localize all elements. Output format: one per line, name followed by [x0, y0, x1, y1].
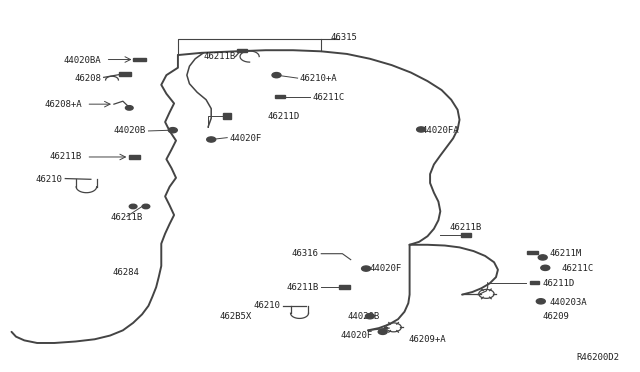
Bar	[275, 95, 285, 98]
Text: 46211D: 46211D	[268, 112, 300, 121]
Text: 46210: 46210	[253, 301, 280, 310]
Circle shape	[538, 255, 547, 260]
Text: 46284: 46284	[113, 268, 140, 277]
Bar	[530, 281, 539, 284]
Bar	[461, 234, 471, 237]
Text: 44020BA: 44020BA	[63, 56, 101, 65]
Text: 46209: 46209	[543, 312, 570, 321]
Bar	[129, 155, 140, 159]
Text: 44020B: 44020B	[114, 126, 146, 135]
Circle shape	[125, 106, 133, 110]
Text: 44020F: 44020F	[229, 134, 261, 143]
Text: 46209+A: 46209+A	[409, 335, 446, 344]
Bar	[237, 49, 247, 52]
Circle shape	[417, 127, 426, 132]
Text: 44020FA: 44020FA	[421, 126, 459, 135]
Circle shape	[129, 204, 137, 209]
Circle shape	[362, 266, 371, 271]
Text: 46211C: 46211C	[562, 264, 594, 273]
Text: 46211M: 46211M	[549, 249, 581, 258]
Circle shape	[541, 265, 550, 270]
Text: 46208: 46208	[74, 74, 101, 83]
Text: 44020F: 44020F	[370, 264, 402, 273]
Text: 46211B: 46211B	[204, 52, 236, 61]
Bar	[119, 72, 131, 76]
Circle shape	[142, 204, 150, 209]
Circle shape	[378, 329, 387, 334]
Text: 46316: 46316	[292, 249, 319, 258]
Bar	[223, 113, 231, 119]
Text: 46315: 46315	[331, 33, 358, 42]
Circle shape	[207, 137, 216, 142]
Text: R46200D2: R46200D2	[577, 353, 620, 362]
Text: 44020B: 44020B	[348, 312, 380, 321]
Text: 46211C: 46211C	[312, 93, 344, 102]
Circle shape	[272, 73, 281, 78]
Text: 46211B: 46211B	[287, 283, 319, 292]
Circle shape	[168, 128, 177, 133]
Bar	[133, 58, 146, 61]
Text: 462B5X: 462B5X	[220, 312, 252, 321]
Text: 46210: 46210	[36, 175, 63, 184]
Text: 46211D: 46211D	[543, 279, 575, 288]
Text: 46211B: 46211B	[450, 223, 482, 232]
Text: 46208+A: 46208+A	[44, 100, 82, 109]
Text: 440203A: 440203A	[549, 298, 587, 307]
Bar	[339, 285, 350, 289]
Circle shape	[536, 299, 545, 304]
Circle shape	[365, 314, 374, 319]
Text: 46210+A: 46210+A	[300, 74, 337, 83]
Text: 46211B: 46211B	[50, 153, 82, 161]
Text: 44020F: 44020F	[341, 331, 373, 340]
Text: 46211B: 46211B	[111, 213, 143, 222]
Bar	[527, 251, 538, 254]
